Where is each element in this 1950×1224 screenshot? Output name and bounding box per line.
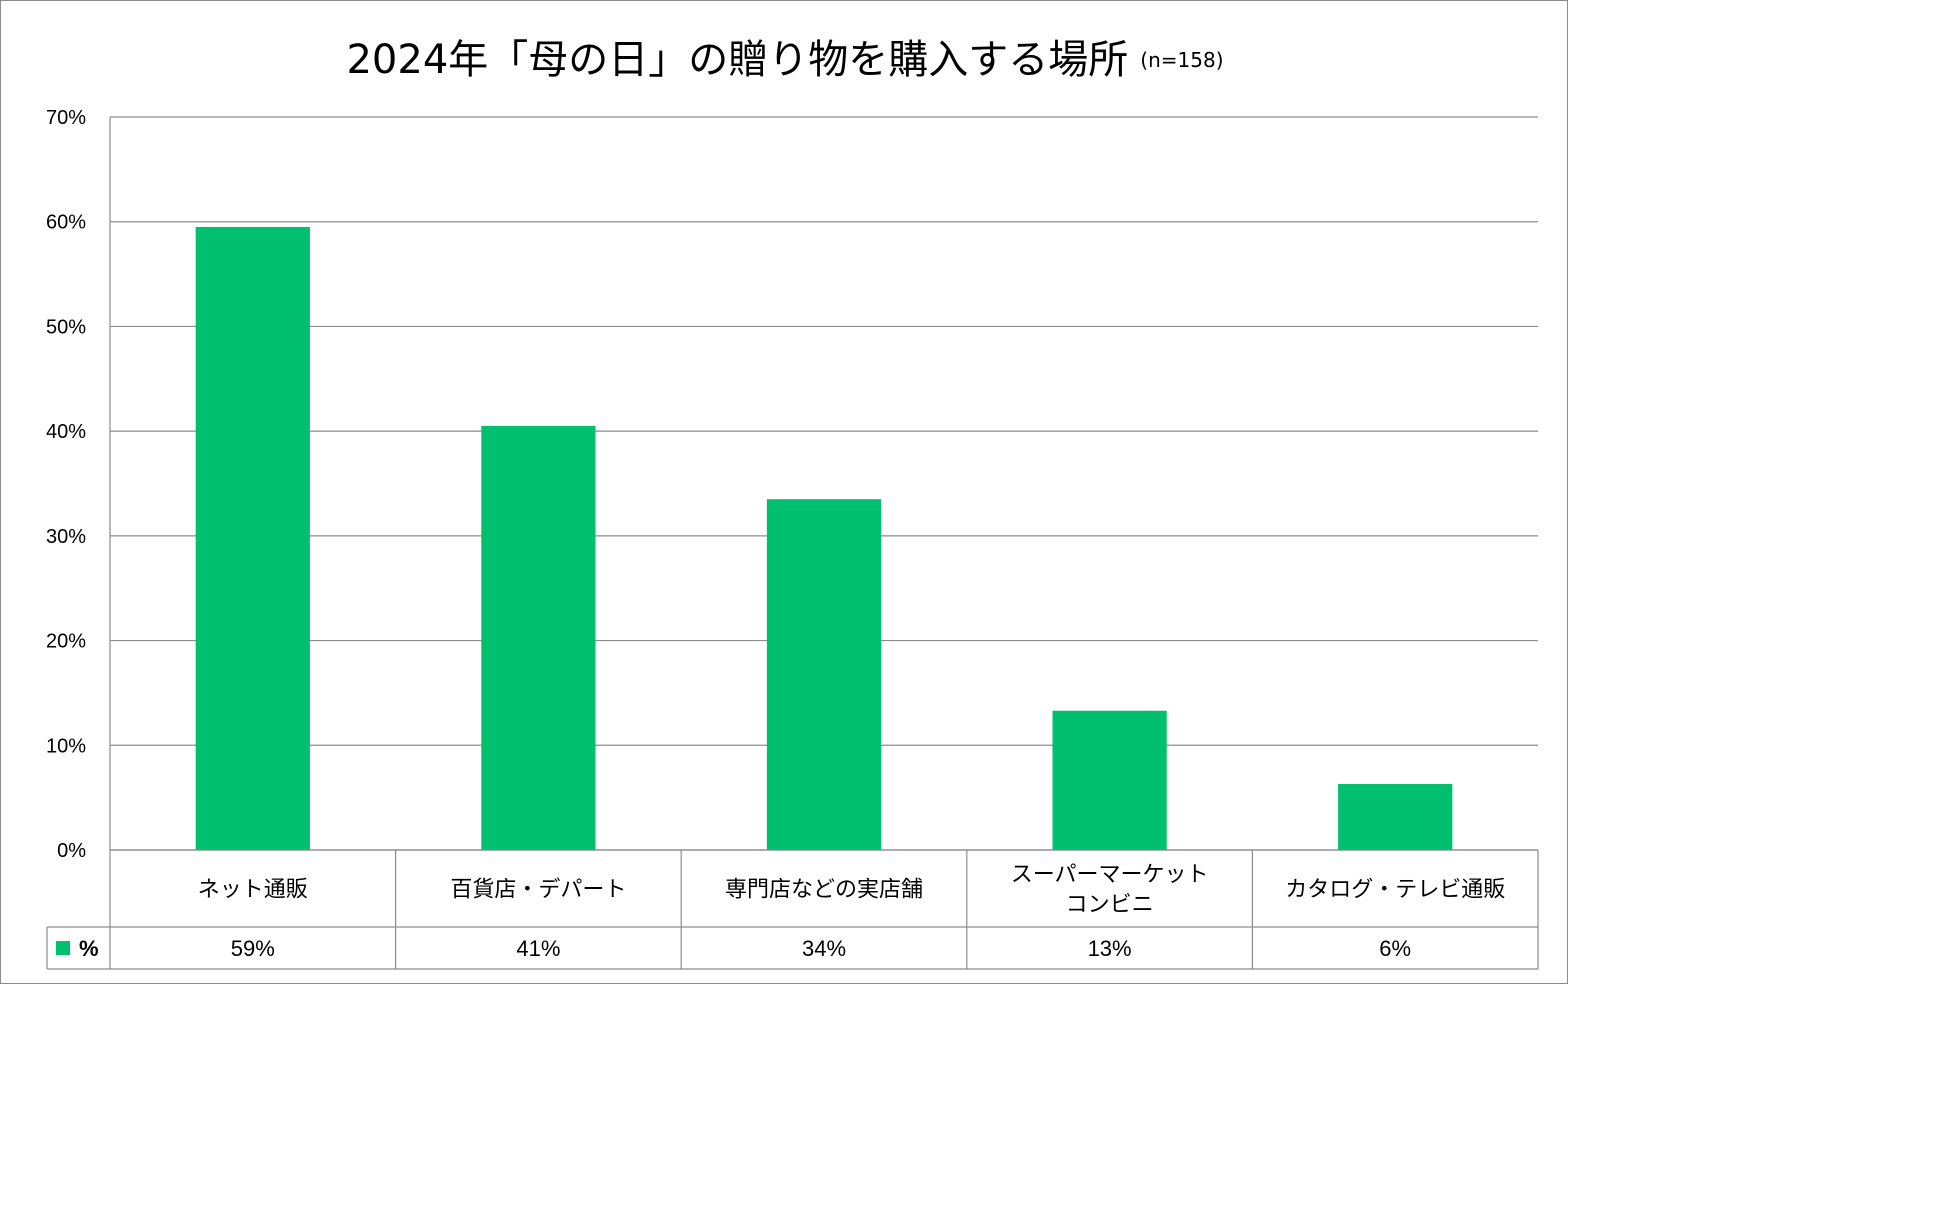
y-tick-label: 40%	[46, 421, 86, 443]
data-label: 13%	[1088, 936, 1132, 961]
category-label: 専門店などの実店舗	[725, 878, 923, 903]
category-label: コンビニ	[1066, 893, 1154, 918]
bar	[195, 226, 310, 850]
category-label: スーパーマーケット	[1011, 863, 1209, 888]
chart: 2024年「母の日」の贈り物を購入する場所 (n=158) 0% 10% 20% 30%…	[0, 0, 1568, 984]
chart-title-block: 2024年「母の日」の贈り物を購入する場所 (n=158)	[1, 27, 1569, 85]
legend-label: %	[79, 936, 99, 961]
category-label: カタログ・テレビ通販	[1285, 878, 1505, 903]
chart-plot: 0% 10% 20% 30% 40% 50% 60% 70% ネット通販 百貨店・デパート 専門店な…	[46, 107, 1539, 970]
y-tick-label: 30%	[46, 526, 86, 548]
y-tick-label: 70%	[46, 107, 86, 129]
bar	[1338, 784, 1453, 850]
y-tick-label: 10%	[46, 735, 86, 757]
chart-title: 2024年「母の日」の贈り物を購入する場所	[346, 37, 1129, 83]
legend-swatch	[56, 941, 70, 955]
category-label: ネット通販	[198, 878, 308, 903]
category-label: 百貨店・デパート	[450, 878, 626, 903]
y-tick-label: 60%	[46, 212, 86, 234]
bar	[766, 499, 882, 850]
chart-subtitle: (n=158)	[1140, 48, 1224, 72]
data-label: 6%	[1379, 936, 1411, 961]
y-tick-label: 50%	[46, 316, 86, 338]
y-tick-label: 20%	[46, 631, 86, 653]
bar	[481, 425, 596, 850]
data-label: 34%	[802, 936, 846, 961]
data-label: 41%	[516, 936, 560, 961]
bar	[1052, 710, 1167, 850]
y-tick-label: 0%	[57, 840, 86, 862]
data-label: 59%	[231, 936, 275, 961]
